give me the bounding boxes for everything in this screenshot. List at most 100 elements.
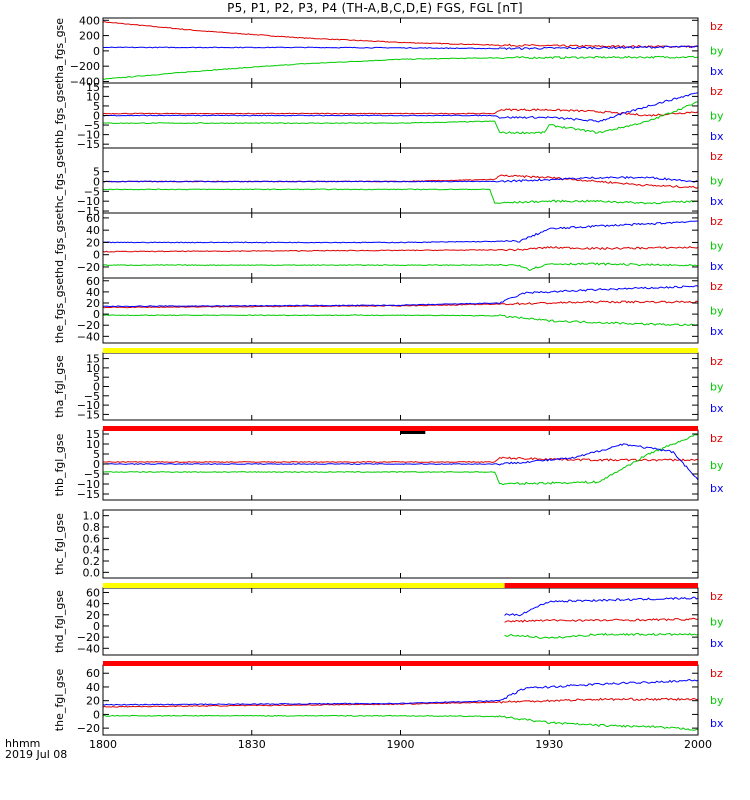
legend-bx-panel-5: bx <box>710 325 724 338</box>
ytick-label-9: 0 <box>93 620 100 633</box>
series-line-bz-panel-4 <box>103 245 698 253</box>
panel-ylabel-7: thb_fgl_gse <box>53 433 66 496</box>
ytick-label-9: −40 <box>77 642 100 655</box>
series-line-by-panel-2 <box>103 101 698 135</box>
ytick-label-10: 40 <box>86 681 100 694</box>
xtick-label: 1800 <box>89 738 117 751</box>
xtick-label: 2000 <box>684 738 712 751</box>
ytick-label-9: −20 <box>77 631 100 644</box>
series-line-bz-panel-7 <box>103 456 698 463</box>
ytick-label-1: 400 <box>79 14 100 27</box>
ytick-label-10: −20 <box>77 722 100 735</box>
ytick-label-1: −400 <box>70 75 100 88</box>
legend-bz-panel-1: bz <box>710 20 723 33</box>
xtick-label: 1900 <box>387 738 415 751</box>
legend-by-panel-2: by <box>710 110 724 123</box>
ytick-label-6: 15 <box>86 353 100 366</box>
panel-frame-8 <box>102 509 699 579</box>
mode-bar-segment-4-1 <box>103 661 698 666</box>
date-label: 2019 Jul 08 <box>5 748 68 761</box>
panel-frame-6 <box>102 352 699 421</box>
panel-ylabel-9: thd_fgl_gse <box>53 590 66 653</box>
series-line-bx-panel-4 <box>103 220 698 244</box>
legend-bz-panel-9: bz <box>710 590 723 603</box>
panel-ylabel-6: tha_fgl_gse <box>53 355 66 418</box>
legend-bx-panel-10: bx <box>710 717 724 730</box>
ytick-label-3: −5 <box>84 185 100 198</box>
ytick-label-4: 0 <box>93 249 100 262</box>
legend-bx-panel-6: bx <box>710 402 724 415</box>
panel-frame-5 <box>102 277 699 344</box>
legend-bz-panel-4: bz <box>710 215 723 228</box>
legend-by-panel-6: by <box>710 381 724 394</box>
legend-by-panel-7: by <box>710 459 724 472</box>
legend-bx-panel-2: bx <box>710 130 724 143</box>
panel-frame-1 <box>102 17 699 84</box>
legend-bx-panel-3: bx <box>710 195 724 208</box>
ytick-label-9: 20 <box>86 609 100 622</box>
mode-bar-segment-1-1 <box>103 348 698 353</box>
series-line-by-panel-7 <box>103 433 698 486</box>
legend-bx-panel-9: bx <box>710 637 724 650</box>
ytick-label-8: 0.8 <box>83 521 101 534</box>
ytick-label-1: 0 <box>93 45 100 58</box>
xtick-label: 1930 <box>535 738 563 751</box>
series-line-bz-panel-10 <box>103 697 698 708</box>
series-line-bx-panel-1 <box>103 45 698 51</box>
ytick-label-4: 40 <box>86 224 100 237</box>
ytick-label-8: 0.6 <box>83 532 101 545</box>
ytick-label-7: 0 <box>93 458 100 471</box>
ytick-label-7: 15 <box>86 428 100 441</box>
series-line-by-panel-1 <box>103 55 698 80</box>
series-line-bx-panel-5 <box>103 285 698 308</box>
legend-bx-panel-7: bx <box>710 482 724 495</box>
ytick-label-4: 20 <box>86 236 100 249</box>
ytick-label-10: 20 <box>86 695 100 708</box>
ytick-label-6: 5 <box>93 371 100 384</box>
ytick-label-5: −20 <box>77 319 100 332</box>
panel-ylabel-2: thb_fgs_gse <box>53 83 66 149</box>
legend-by-panel-10: by <box>710 694 724 707</box>
panel-frame-10 <box>102 664 699 736</box>
ytick-label-2: 5 <box>93 100 100 113</box>
legend-bz-panel-7: bz <box>710 432 723 445</box>
ytick-label-2: −15 <box>77 138 100 151</box>
legend-bx-panel-1: bx <box>710 65 724 78</box>
ytick-label-2: −10 <box>77 129 100 142</box>
ytick-label-4: 60 <box>86 212 100 225</box>
legend-bx-panel-4: bx <box>710 260 724 273</box>
ytick-label-8: 0.4 <box>83 544 101 557</box>
legend-by-panel-1: by <box>710 45 724 58</box>
ytick-label-7: −10 <box>77 478 100 491</box>
ytick-label-2: 15 <box>86 81 100 94</box>
ytick-label-7: 5 <box>93 448 100 461</box>
ytick-label-10: 0 <box>93 708 100 721</box>
ytick-label-3: −15 <box>77 205 100 218</box>
ytick-label-7: 10 <box>86 438 100 451</box>
panel-frame-3 <box>102 147 699 214</box>
panel-frame-7 <box>102 429 699 501</box>
ytick-label-5: 20 <box>86 297 100 310</box>
series-line-bx-panel-10 <box>103 678 698 706</box>
series-line-by-panel-5 <box>103 314 698 327</box>
series-line-bx-panel-2 <box>103 92 698 123</box>
ytick-label-2: 0 <box>93 110 100 123</box>
series-line-bx-panel-9 <box>504 596 698 617</box>
ytick-label-8: 0.2 <box>83 555 101 568</box>
series-line-bx-panel-7 <box>103 443 698 481</box>
ytick-label-4: −20 <box>77 261 100 274</box>
ytick-label-6: −15 <box>77 408 100 421</box>
legend-by-panel-3: by <box>710 175 724 188</box>
ytick-label-9: 60 <box>86 586 100 599</box>
ytick-label-5: 40 <box>86 286 100 299</box>
panel-ylabel-3: thc_fgs_gse <box>53 148 66 213</box>
ytick-label-3: −10 <box>77 195 100 208</box>
ytick-label-5: 0 <box>93 308 100 321</box>
legend-bz-panel-10: bz <box>710 667 723 680</box>
ytick-label-10: 60 <box>86 667 100 680</box>
ytick-label-8: 1.0 <box>83 510 101 523</box>
ytick-label-6: −5 <box>84 390 100 403</box>
time-axis-label: hhmm <box>5 737 41 750</box>
series-line-by-panel-9 <box>504 632 698 639</box>
